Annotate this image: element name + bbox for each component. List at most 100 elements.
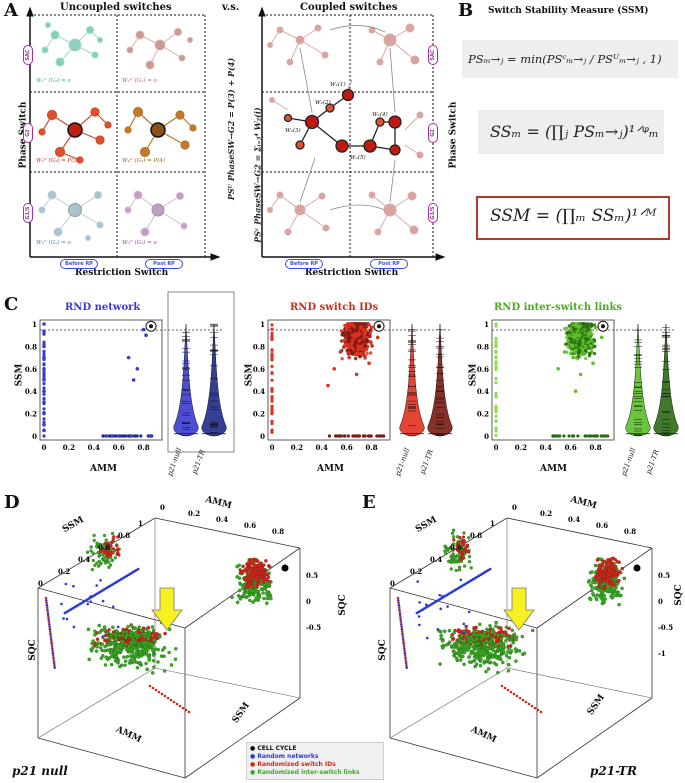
- d-point-red: [241, 564, 245, 569]
- e-point-green: [469, 640, 473, 644]
- eq2: SSₘ = (∏ⱼ PSₘ→ⱼ)¹ᐟᵠₘ: [490, 122, 659, 141]
- e-point-red: [607, 573, 611, 577]
- d-cube-hidden-edge: [37, 667, 156, 739]
- d-point-green: [169, 663, 174, 667]
- e-point-green: [457, 568, 462, 572]
- e-point-line: [402, 639, 405, 643]
- network-g2-red: [38, 107, 112, 164]
- d-point-green: [267, 583, 272, 588]
- c-point: [351, 333, 355, 337]
- e-point-green: [474, 632, 479, 637]
- d-point-red: [109, 544, 113, 548]
- d-point-green: [85, 550, 90, 554]
- d-point-green: [92, 533, 96, 538]
- d-point-green: [98, 562, 103, 566]
- d-point-red: [157, 690, 161, 694]
- network-sac-mauve: [126, 28, 193, 70]
- c-violin: [427, 323, 453, 437]
- e-point-green: [530, 628, 535, 633]
- c-point: [270, 412, 274, 416]
- d-point-green: [150, 648, 155, 652]
- c-point: [270, 396, 274, 401]
- c-point: [355, 322, 360, 326]
- c-xtick-label: 0.4: [88, 443, 100, 452]
- d-point-green: [159, 654, 164, 658]
- d-point-line: [51, 647, 54, 650]
- c-point: [562, 434, 566, 438]
- e-point-line: [399, 618, 403, 621]
- c-point: [494, 336, 498, 340]
- e-point-green: [607, 588, 612, 593]
- e-point-green: [504, 638, 508, 643]
- d-point-green: [114, 649, 119, 654]
- c-point: [368, 331, 373, 336]
- c-point: [552, 434, 556, 438]
- d-point-red: [163, 694, 167, 698]
- c-point: [359, 344, 364, 349]
- c-point: [587, 434, 591, 438]
- c-point: [580, 342, 585, 347]
- e-point-green: [478, 632, 482, 637]
- e-point-green: [491, 655, 496, 659]
- c-point: [141, 327, 146, 332]
- c-ytick-label: 1: [32, 320, 37, 329]
- e-point-green: [466, 536, 471, 540]
- d-point-green: [103, 663, 108, 667]
- e-point-green: [491, 648, 495, 652]
- e-point-green: [459, 654, 464, 659]
- c-point: [124, 434, 128, 438]
- d-point-green: [125, 655, 130, 659]
- formula-uncoupled: PSᵁ PhaseSW→G2 = P(3) + P(4): [226, 57, 237, 201]
- e-point-green: [520, 634, 525, 639]
- d-point-line: [47, 618, 50, 621]
- edge-label-w2-2: W₂(2): [315, 100, 331, 106]
- c-point: [572, 335, 577, 339]
- panel-letter-c: C: [4, 294, 19, 315]
- c-point: [332, 367, 337, 371]
- e-point-green: [441, 646, 445, 650]
- c-point: [107, 434, 111, 438]
- e-point-green: [462, 650, 467, 655]
- d-point-green: [150, 625, 155, 629]
- e-point-green: [475, 656, 479, 660]
- c-plot-frame: [267, 319, 391, 441]
- d-point-blue: [101, 599, 105, 603]
- c-point: [592, 351, 597, 356]
- e-point-green: [452, 642, 457, 646]
- e-point-line: [405, 666, 409, 669]
- e-point-red: [613, 557, 618, 562]
- e-point-red: [527, 702, 531, 706]
- e-cube: 0 0.2 0.4 0.6 0.8 1 0 0.2 0.4 0.6 0.8 0.5 0 -0.5 -1: [389, 503, 673, 779]
- d-point-green: [150, 671, 155, 675]
- cell-label-2: W₂ᵁ (G₂) = o: [122, 78, 157, 84]
- d-axis-sqc: SQC: [27, 639, 38, 661]
- c-point: [353, 340, 358, 345]
- d-point-green: [107, 565, 111, 569]
- c-point: [563, 326, 567, 331]
- panel-c-scatter-area: 0 0.2 0.4 0.6 0.8 1 0 0.2 0.4 0.6 0.8 0 0.2 0.4 0.6 0.8…: [25, 291, 679, 453]
- e-point-green: [444, 551, 448, 555]
- d-point-green: [128, 658, 133, 663]
- d-point-green: [107, 656, 112, 660]
- d-point-red: [258, 562, 262, 567]
- c-point: [139, 434, 143, 438]
- e-point-red: [533, 706, 537, 710]
- e-point-red: [458, 536, 462, 540]
- d-point-red: [240, 570, 245, 575]
- c-point: [42, 378, 46, 382]
- e-point-green: [449, 634, 454, 639]
- d-point-green: [132, 658, 137, 663]
- d-point-green: [95, 561, 99, 565]
- d-point-red: [246, 577, 250, 581]
- c-point: [355, 329, 359, 333]
- d-ssm-tick: 0.8: [118, 531, 130, 540]
- c-point: [362, 322, 367, 326]
- d-point-red: [108, 550, 112, 554]
- c-point: [101, 434, 105, 438]
- e-point-green: [486, 633, 491, 637]
- e-point-blue: [416, 580, 420, 583]
- d-point-red: [98, 550, 103, 554]
- c-xtick-label: 0.8: [365, 443, 377, 452]
- d-point-green: [96, 564, 101, 568]
- d-point-green: [160, 648, 165, 652]
